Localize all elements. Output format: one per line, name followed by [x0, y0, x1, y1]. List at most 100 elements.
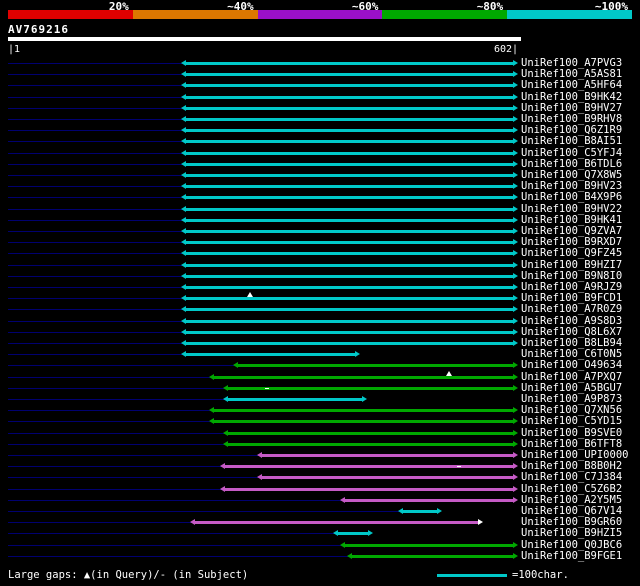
hit-label: UniRef100_C5YD15 [521, 415, 623, 428]
hit-bar[interactable] [213, 409, 513, 413]
alignment-row: UniRef100_A9RJZ9 [0, 282, 640, 293]
uncovered-query-line [8, 208, 186, 210]
hit-bar[interactable] [228, 398, 363, 401]
hit-bar[interactable] [185, 95, 513, 99]
hit-bar[interactable] [185, 241, 513, 245]
hit-label: UniRef100_B9FGE1 [521, 549, 623, 562]
alignment-row: UniRef100_Q0JBC6 [0, 539, 640, 551]
hit-bar[interactable] [185, 330, 513, 334]
hit-bar-right-arrow-icon [512, 71, 518, 78]
hit-bar-left-arrow-icon [333, 530, 339, 537]
hit-bar[interactable] [185, 106, 513, 110]
hit-bar[interactable] [185, 62, 513, 65]
hit-bar[interactable] [185, 308, 513, 312]
hit-bar-right-arrow-icon [512, 93, 518, 100]
hit-bar[interactable] [195, 521, 479, 525]
hit-bar[interactable] [338, 532, 369, 536]
uncovered-query-line [8, 343, 186, 344]
hit-bar-left-arrow-icon [223, 396, 229, 402]
hit-bar[interactable] [185, 140, 513, 144]
large-gaps-legend: Large gaps: ▲(in Query)/- (in Subject) [8, 569, 249, 581]
hit-bar-left-arrow-icon [257, 474, 263, 481]
uncovered-query-line [8, 119, 186, 120]
hit-bar-right-arrow-icon [512, 116, 518, 122]
hit-label: UniRef100_B9HV27 [521, 101, 623, 114]
hit-bar[interactable] [228, 431, 513, 435]
uncovered-query-line [8, 399, 229, 400]
hit-bar-right-arrow-icon [512, 127, 518, 134]
alignment-row: UniRef100_B9FGE1 [0, 549, 640, 562]
hit-bar[interactable] [185, 342, 513, 345]
hit-label: UniRef100_B9HK42 [521, 90, 623, 103]
hit-bar[interactable] [185, 196, 513, 200]
scale-segment-label: ~40% [227, 0, 254, 13]
hit-label: UniRef100_B9N8I0 [521, 269, 623, 282]
hit-label: UniRef100_A5AS81 [521, 68, 623, 81]
alignment-row: UniRef100_B9HK42 [0, 90, 640, 103]
hit-bar[interactable] [402, 510, 437, 513]
alignment-row: UniRef100_B9HZI5 [0, 528, 640, 539]
hit-bar[interactable] [185, 218, 513, 222]
scale-length-line [437, 574, 507, 577]
hit-bar[interactable] [262, 476, 513, 480]
hit-bar[interactable] [238, 364, 513, 368]
hit-bar-left-arrow-icon [180, 239, 186, 246]
uncovered-query-line [8, 231, 186, 232]
hit-bar-left-arrow-icon [397, 508, 403, 514]
hit-bar[interactable] [345, 498, 513, 502]
hit-bar[interactable] [351, 554, 513, 558]
hit-bar-right-arrow-icon [512, 496, 518, 503]
hit-bar[interactable] [185, 151, 513, 155]
uncovered-query-line [8, 499, 346, 501]
hit-bar[interactable] [185, 84, 513, 88]
alignment-row: UniRef100_Q8L6X7 [0, 326, 640, 338]
hit-bar[interactable] [185, 353, 356, 357]
hit-bar[interactable] [185, 297, 513, 301]
hit-bar[interactable] [185, 73, 513, 77]
hit-bar[interactable] [228, 442, 513, 446]
hit-bar-left-arrow-icon [180, 284, 186, 290]
hit-bar-right-arrow-icon [512, 440, 518, 447]
hit-bar[interactable] [185, 274, 513, 278]
alignment-row: UniRef100_B8B0H2 [0, 461, 640, 472]
hit-bar-left-arrow-icon [180, 272, 186, 279]
hit-bar[interactable] [185, 263, 513, 267]
hit-bar[interactable] [185, 118, 513, 121]
hit-bar[interactable] [345, 543, 513, 547]
hit-bar-right-arrow-icon [512, 340, 518, 346]
hit-bar[interactable] [224, 465, 513, 469]
hit-bar[interactable] [185, 230, 513, 233]
hit-bar[interactable] [228, 386, 513, 390]
hit-bar[interactable] [185, 319, 513, 323]
hit-bar[interactable] [185, 252, 513, 256]
hit-bar[interactable] [213, 375, 513, 379]
hit-bar[interactable] [213, 420, 513, 424]
hit-bar-right-arrow-icon [512, 228, 518, 234]
hit-label: UniRef100_C6T0N5 [521, 348, 623, 361]
hit-bar[interactable] [185, 185, 513, 189]
scale-segment: ~60% [257, 1, 383, 19]
hit-bar-right-arrow-icon [512, 474, 518, 481]
hit-bar[interactable] [185, 174, 513, 177]
hit-bar-right-arrow-icon [512, 373, 518, 380]
hit-bar[interactable] [224, 487, 513, 491]
hit-bar[interactable] [185, 162, 513, 166]
hit-bar-left-arrow-icon [346, 552, 352, 559]
alignment-row: UniRef100_Q67V14 [0, 506, 640, 517]
hit-bar[interactable] [185, 207, 513, 211]
alignment-row: UniRef100_B9N8I0 [0, 269, 640, 282]
alignment-row: UniRef100_A9P873 [0, 394, 640, 405]
hit-bar-left-arrow-icon [180, 205, 186, 212]
hit-label: UniRef100_B8LB94 [521, 337, 623, 349]
hit-bar-left-arrow-icon [223, 384, 229, 391]
hit-bar-right-arrow-icon [512, 272, 518, 279]
hit-label: UniRef100_B9HK41 [521, 213, 623, 226]
hit-label: UniRef100_C5YFJ4 [521, 146, 623, 159]
hit-bar[interactable] [185, 129, 513, 133]
hit-bar-left-arrow-icon [180, 183, 186, 190]
hit-bar[interactable] [262, 454, 513, 457]
uncovered-query-line [8, 365, 239, 367]
hit-bar[interactable] [185, 286, 513, 289]
alignment-row: UniRef100_B9HV22 [0, 203, 640, 215]
hit-label: UniRef100_C5Z6B2 [521, 482, 623, 495]
